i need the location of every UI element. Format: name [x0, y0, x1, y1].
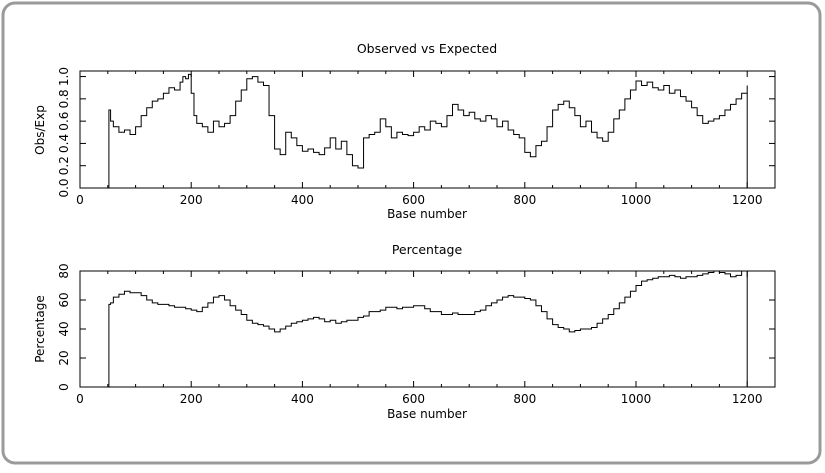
y-tick-label: 0.0 — [57, 178, 71, 197]
plot-observed-vs-expected: Observed vs Expected 0 200 400 600 800 1000 12… — [33, 41, 776, 221]
y-axis-label: Percentage — [33, 295, 47, 363]
chart-title: Observed vs Expected — [357, 41, 497, 56]
x-tick-label: 1200 — [732, 193, 763, 207]
y-tick-label: 20 — [57, 350, 71, 365]
y-tick-label: 80 — [57, 263, 71, 278]
x-tick-label: 200 — [180, 392, 203, 406]
x-tick-label: 400 — [291, 193, 314, 207]
y-axis: 0.0 0.2 0.4 0.6 0.8 1.0 — [57, 67, 775, 198]
x-tick-label: 0 — [76, 392, 84, 406]
series-line — [107, 73, 748, 189]
series-path — [107, 73, 748, 189]
x-tick-label: 600 — [402, 193, 425, 207]
series-line — [107, 270, 748, 388]
x-axis-label: Base number — [387, 207, 467, 221]
x-tick-label: 800 — [513, 392, 536, 406]
y-tick-label: 40 — [57, 321, 71, 336]
x-axis-label: Base number — [387, 407, 467, 421]
x-tick-label: 600 — [402, 392, 425, 406]
y-tick-label: 60 — [57, 292, 71, 307]
x-tick-label: 400 — [291, 392, 314, 406]
y-axis-label: Obs/Exp — [33, 105, 47, 155]
x-tick-label: 1000 — [621, 193, 652, 207]
x-tick-label: 200 — [180, 193, 203, 207]
outer-border — [1, 1, 822, 465]
y-tick-label: 0.6 — [57, 112, 71, 131]
y-tick-label: 0.2 — [57, 156, 71, 175]
y-tick-label: 0.8 — [57, 89, 71, 108]
y-axis: 0 20 40 60 80 — [57, 263, 775, 391]
plot-area-border — [79, 70, 776, 189]
y-tick-label: 0.4 — [57, 134, 71, 153]
chart-title: Percentage — [392, 242, 463, 257]
y-tick-label: 0 — [57, 383, 71, 391]
x-axis: 0 200 400 600 800 1000 1200 — [76, 71, 776, 207]
plot-percentage: Percentage 0 200 400 600 800 1000 1200 0 20 40 60… — [33, 242, 776, 421]
x-tick-label: 0 — [76, 193, 84, 207]
series-path — [107, 270, 748, 388]
x-tick-label: 1000 — [621, 392, 652, 406]
x-tick-label: 800 — [513, 193, 536, 207]
y-tick-label: 1.0 — [57, 67, 71, 86]
x-tick-label: 1200 — [732, 392, 763, 406]
